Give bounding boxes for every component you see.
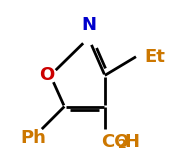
Text: Et: Et — [145, 48, 165, 66]
Text: O: O — [39, 66, 54, 84]
Text: 2: 2 — [118, 138, 127, 151]
Text: N: N — [81, 16, 96, 34]
Text: Ph: Ph — [20, 129, 46, 147]
Text: CO: CO — [101, 133, 129, 151]
Text: H: H — [124, 133, 139, 151]
